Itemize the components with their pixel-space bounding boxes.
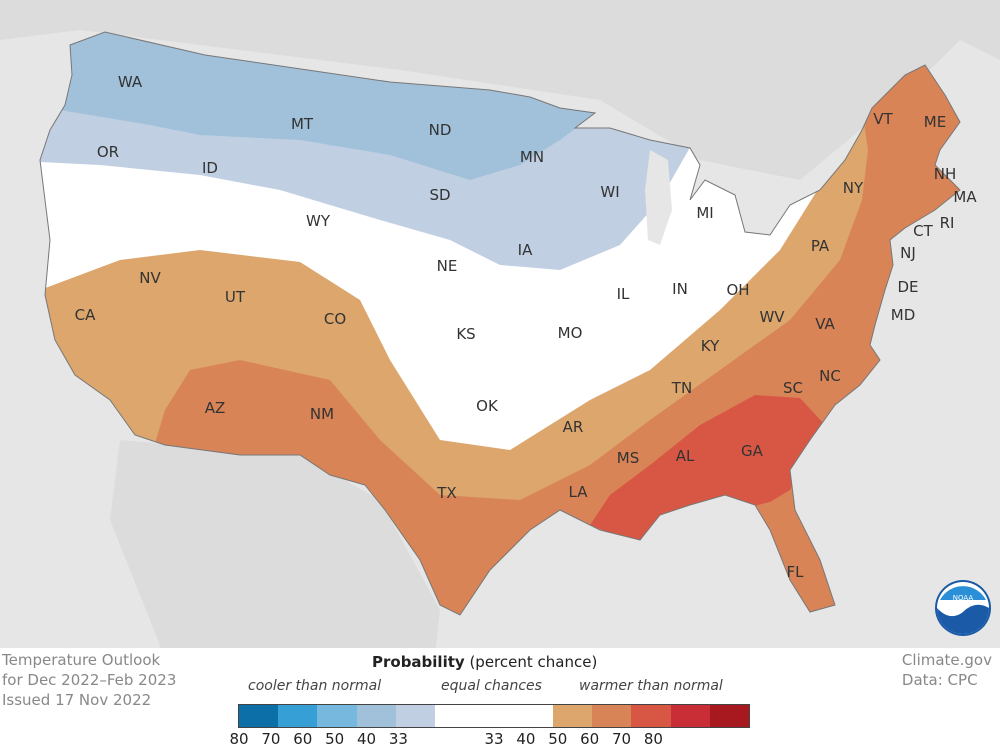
state-label-nv: NV	[139, 269, 161, 287]
state-label-la: LA	[569, 483, 589, 501]
state-label-wv: WV	[759, 308, 785, 326]
state-label-ky: KY	[701, 337, 720, 355]
state-label-fl: FL	[787, 563, 805, 581]
warmer-label: warmer than normal	[579, 678, 723, 694]
legend-tick-cool: 40	[356, 730, 377, 747]
state-label-ca: CA	[75, 306, 96, 324]
state-label-in: IN	[672, 280, 688, 298]
state-label-nm: NM	[310, 405, 334, 423]
state-label-co: CO	[324, 310, 346, 328]
state-label-al: AL	[676, 447, 695, 465]
state-label-me: ME	[924, 113, 946, 131]
state-label-nd: ND	[429, 121, 452, 139]
state-label-ct: CT	[913, 222, 933, 240]
legend-swatch-cool-70	[278, 705, 318, 727]
state-label-ga: GA	[741, 442, 764, 460]
noaa-logo-text: NOAA	[953, 594, 974, 602]
legend-swatch-warm-40	[552, 705, 593, 727]
state-label-tn: TN	[671, 379, 692, 397]
state-label-mo: MO	[558, 324, 583, 342]
great-lake-michigan	[645, 150, 672, 245]
footer: Temperature Outlook for Dec 2022–Feb 202…	[0, 648, 1000, 747]
state-label-mn: MN	[520, 148, 544, 166]
state-label-mi: MI	[696, 204, 713, 222]
state-label-ks: KS	[456, 325, 475, 343]
legend-swatch-equal	[435, 705, 553, 727]
legend-swatch-cool-60	[317, 705, 357, 727]
state-label-ma: MA	[953, 188, 977, 206]
legend-swatch-cool-50	[356, 705, 396, 727]
state-label-va: VA	[815, 315, 835, 333]
legend-title-bold: Probability	[372, 653, 465, 671]
legend-tick-warm: 70	[611, 730, 632, 747]
state-label-vt: VT	[873, 110, 893, 128]
state-label-ms: MS	[617, 449, 639, 467]
state-label-sc: SC	[783, 379, 803, 397]
title-line: Temperature Outlook	[2, 651, 161, 669]
state-label-ia: IA	[518, 241, 533, 259]
state-label-ok: OK	[476, 397, 499, 415]
issued-line: Issued 17 Nov 2022	[2, 691, 152, 709]
legend-tick-warm: 40	[516, 730, 536, 747]
state-label-de: DE	[897, 278, 918, 296]
equal-label: equal chances	[441, 678, 542, 694]
canada-land	[0, 0, 1000, 180]
legend-color-bar	[238, 704, 750, 728]
legend-swatch-cool-80	[239, 705, 279, 727]
state-label-id: ID	[202, 159, 218, 177]
state-label-nh: NH	[934, 165, 957, 183]
legend-swatch-warm-60	[631, 705, 671, 727]
noaa-logo: NOAA	[935, 580, 991, 636]
legend-title: Probability (percent chance)	[372, 653, 597, 671]
state-label-ut: UT	[225, 288, 246, 306]
credit: Climate.gov Data: CPC	[902, 650, 992, 690]
state-label-wa: WA	[118, 73, 143, 91]
state-label-il: IL	[617, 285, 630, 303]
legend-tick-warm: 60	[580, 730, 600, 747]
legend-tick-cool: 80	[229, 730, 249, 747]
legend-tick-cool: 70	[261, 730, 281, 747]
state-label-tx: TX	[436, 484, 456, 502]
state-label-sd: SD	[429, 186, 450, 204]
state-label-md: MD	[891, 306, 916, 324]
credit-source: Climate.gov	[901, 651, 992, 669]
state-label-oh: OH	[726, 281, 749, 299]
state-label-wi: WI	[600, 183, 619, 201]
state-label-mt: MT	[291, 115, 314, 133]
outlook-title: Temperature Outlook for Dec 2022–Feb 202…	[2, 650, 176, 710]
state-label-nj: NJ	[900, 244, 916, 262]
legend-tick-cool: 50	[325, 730, 345, 747]
cooler-label: cooler than normal	[248, 678, 382, 694]
legend-title-rest: (percent chance)	[464, 653, 598, 671]
legend-tick-cool: 33	[388, 730, 408, 747]
legend-swatch-warm-70	[670, 705, 710, 727]
state-label-nc: NC	[819, 367, 841, 385]
state-label-wy: WY	[306, 212, 331, 230]
state-label-ar: AR	[563, 418, 584, 436]
legend-tick-cool: 60	[293, 730, 313, 747]
state-label-ri: RI	[940, 214, 955, 232]
state-label-or: OR	[97, 143, 119, 161]
legend-swatch-cool-40	[395, 705, 436, 727]
legend-swatch-warm-80	[709, 705, 750, 727]
warm-60-zone	[590, 395, 825, 545]
period-line: for Dec 2022–Feb 2023	[2, 671, 177, 689]
state-label-pa: PA	[811, 237, 830, 255]
state-label-az: AZ	[205, 399, 226, 417]
credit-data: Data: CPC	[901, 671, 978, 689]
legend-tick-warm: 50	[548, 730, 568, 747]
legend-tick-warm: 80	[643, 730, 663, 747]
legend-tick-warm: 33	[484, 730, 504, 747]
legend-swatch-warm-50	[592, 705, 632, 727]
state-label-ne: NE	[437, 257, 458, 275]
state-labels: WA MT ND MN OR ID SD WI WY MI IA NE NV UT CO CA KS MO IL IN…	[75, 73, 978, 581]
state-label-ny: NY	[843, 179, 864, 197]
